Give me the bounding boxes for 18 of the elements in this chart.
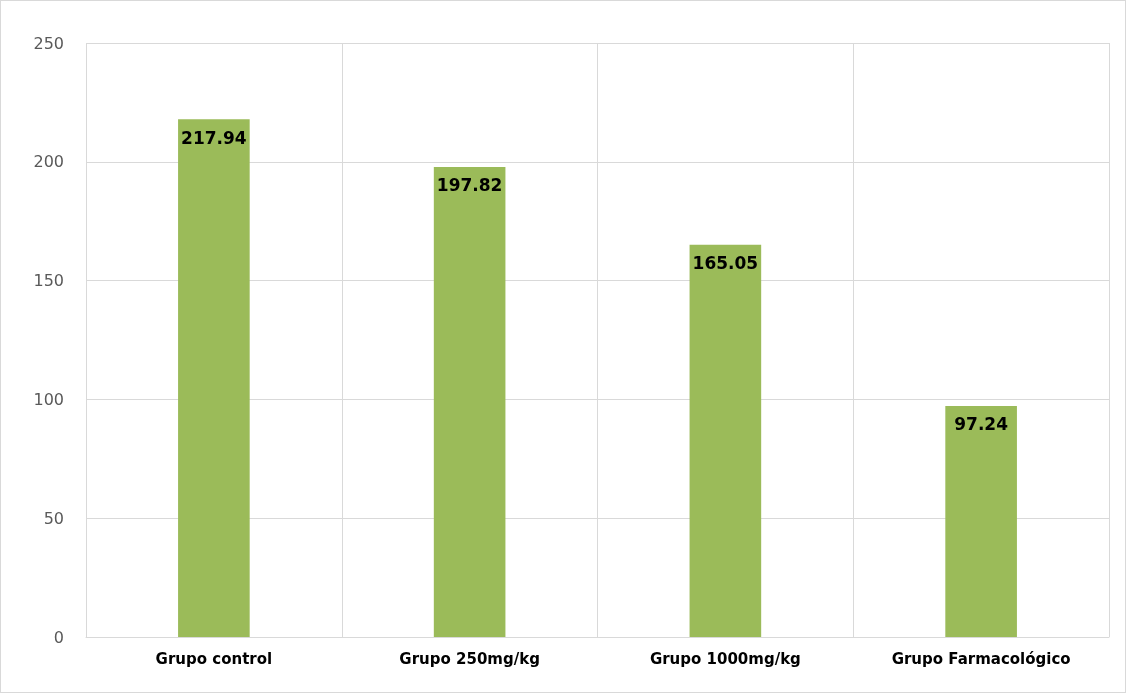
bar bbox=[178, 119, 250, 637]
bar bbox=[689, 244, 762, 637]
y-tick-label: 50 bbox=[43, 508, 64, 528]
bar bbox=[945, 405, 1017, 637]
data-label: 97.24 bbox=[954, 414, 1009, 435]
y-tick-label: 100 bbox=[33, 389, 64, 409]
data-label: 165.05 bbox=[692, 253, 759, 274]
y-tick-label: 150 bbox=[33, 271, 64, 291]
x-tick-label: Grupo Farmacológico bbox=[891, 649, 1071, 668]
data-label: 197.82 bbox=[436, 175, 503, 196]
x-tick-label: Grupo control bbox=[155, 649, 273, 668]
x-tick-label: Grupo 250mg/kg bbox=[399, 649, 540, 668]
y-tick-label: 250 bbox=[33, 33, 64, 53]
x-tick-label: Grupo 1000mg/kg bbox=[649, 649, 801, 668]
y-tick-label: 0 bbox=[53, 627, 64, 647]
bar bbox=[433, 166, 506, 637]
data-label: 217.94 bbox=[181, 127, 247, 148]
y-tick-label: 200 bbox=[33, 152, 64, 172]
